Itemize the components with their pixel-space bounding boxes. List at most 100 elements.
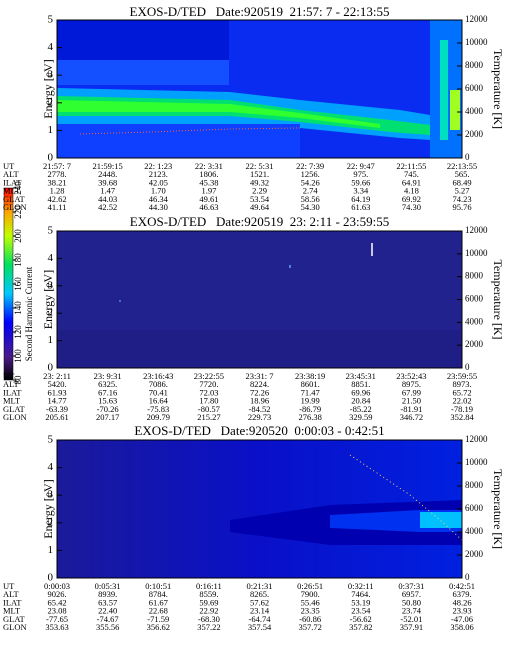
colorbar-tick-label: 100 [13,349,23,363]
y-tick-label: 4 [48,252,54,264]
ephemeris-cell: 0:00:03 [44,581,70,591]
ephemeris-cell: -84.52 [249,404,271,414]
ephemeris-cell: 6957. [402,589,421,599]
ephemeris-cell: 19.99 [301,396,320,406]
ephemeris-cell: 18.96 [250,396,269,406]
y-tick-label: 5 [48,14,54,26]
colorbar-tick-label: 220 [13,205,23,219]
ephemeris-cell: -60.86 [299,614,321,624]
ephemeris-cell: 59.69 [199,597,218,607]
y2-axis-label: Temperature [K] [491,49,505,129]
ephemeris-cell: -64.74 [249,614,272,624]
ephemeris-cell: 23.74 [402,606,422,616]
ephemeris-row-label: UT [3,581,15,591]
y-tick-label: 3 [48,489,54,501]
ephemeris-cell: 72.26 [250,387,269,397]
y2-tick-label: 2000 [465,339,484,349]
y2-tick-label: 12000 [465,14,488,24]
ephemeris-cell: 2123. [149,169,168,179]
ephemeris-cell: 357.22 [197,622,220,632]
ephemeris-cell: 44.03 [98,194,117,204]
ephemeris-cell: 61.67 [149,597,168,607]
colorbar-label: Second Harmonic Current [24,266,34,361]
y2-tick-label: 6000 [465,83,484,93]
ephemeris-cell: -71.59 [147,614,169,624]
ephemeris-cell: 22: 9:47 [347,161,375,171]
ephemeris-cell: 23:31: 7 [245,371,273,381]
colorbar-tick-label: 240 [13,181,23,195]
ephemeris-cell: 8973. [452,379,471,389]
ephemeris-cell: 1.70 [151,186,166,196]
ephemeris-cell: 71.47 [301,387,320,397]
y-axis-label: Energy [eV] [41,270,55,329]
ephemeris-row-label: ALT [3,589,20,599]
spectrogram-image [57,20,462,158]
ephemeris-cell: 355.56 [96,622,119,632]
ephemeris-cell: 63.57 [98,597,117,607]
ephemeris-cell: 4.18 [404,186,419,196]
ephemeris-cell: 49.32 [250,177,269,187]
ephemeris-cell: 67.16 [98,387,117,397]
ephemeris-row-label: MLT [3,186,21,196]
ephemeris-cell: -74.67 [97,614,119,624]
ephemeris-cell: 23:22:55 [194,371,224,381]
ephemeris-cell: -80.57 [198,404,220,414]
ephemeris-cell: 329.59 [349,412,372,422]
ephemeris-cell: 8601. [301,379,320,389]
y2-tick-label: 4000 [465,106,484,116]
ephemeris-cell: 95.76 [452,202,471,212]
ephemeris-cell: 2.29 [252,186,267,196]
ephemeris-cell: 48.26 [452,597,471,607]
panel-title: EXOS-D/TED Date:920519 23: 2:11 - 23:59:… [130,214,390,229]
ephemeris-cell: 23:38:19 [295,371,325,381]
ephemeris-cell: 14.77 [47,396,66,406]
ephemeris-cell: 74.23 [452,194,471,204]
ephemeris-cell: 22.92 [199,606,218,616]
ephemeris-cell: -52.01 [400,614,422,624]
ephemeris-cell: 0:37:31 [398,581,424,591]
ephemeris-cell: -70.26 [97,404,119,414]
ephemeris-cell: 358.06 [450,622,473,632]
panel-title: EXOS-D/TED Date:920520 0:00:03 - 0:42:51 [134,423,384,438]
ephemeris-cell: 61.93 [47,387,66,397]
ephemeris-cell: 22: 7:39 [296,161,324,171]
ephemeris-cell: 42.52 [98,202,117,212]
ephemeris-row-label: GLAT [3,614,26,624]
ephemeris-cell: 7900. [301,589,320,599]
ephemeris-cell: 64.19 [351,194,370,204]
ephemeris-cell: 54.26 [301,177,320,187]
ephemeris-cell: -77.65 [46,614,68,624]
ephemeris-cell: 23:52:43 [396,371,426,381]
ephemeris-cell: 44.30 [149,202,168,212]
ephemeris-cell: 276.38 [298,412,321,422]
y2-tick-label: 0 [465,572,470,582]
ephemeris-cell: 65.72 [452,387,471,397]
y2-tick-label: 6000 [465,503,484,513]
ephemeris-cell: 6379. [452,589,471,599]
ephemeris-cell: 23:16:43 [143,371,173,381]
ephemeris-cell: 9026. [47,589,66,599]
ephemeris-cell: 357.91 [400,622,423,632]
ephemeris-row-label: MLT [3,606,21,616]
ephemeris-cell: 21:59:15 [93,161,123,171]
ephemeris-row-label: ILAT [3,177,22,187]
ephemeris-cell: 6325. [98,379,117,389]
y-tick-label: 0 [48,572,54,584]
spectrogram-image [57,231,462,368]
ephemeris-cell: 38.21 [47,177,66,187]
ephemeris-row-label: ILAT [3,597,22,607]
ephemeris-cell: 23.54 [351,606,371,616]
ephemeris-cell: 1521. [250,169,269,179]
ephemeris-cell: 207.17 [96,412,119,422]
ephemeris-cell: 357.72 [298,622,321,632]
ephemeris-row-label: ALT [3,379,20,389]
ephemeris-cell: 41.11 [48,202,67,212]
ephemeris-cell: 8851. [351,379,370,389]
ephemeris-cell: 22:11:55 [396,161,426,171]
y2-axis-label: Temperature [K] [491,469,505,549]
ephemeris-cell: 565. [455,169,470,179]
ephemeris-cell: 1806. [199,169,218,179]
y-tick-label: 0 [48,362,54,374]
ephemeris-cell: 3.34 [353,186,369,196]
ephemeris-row-label: GLON [3,202,27,212]
